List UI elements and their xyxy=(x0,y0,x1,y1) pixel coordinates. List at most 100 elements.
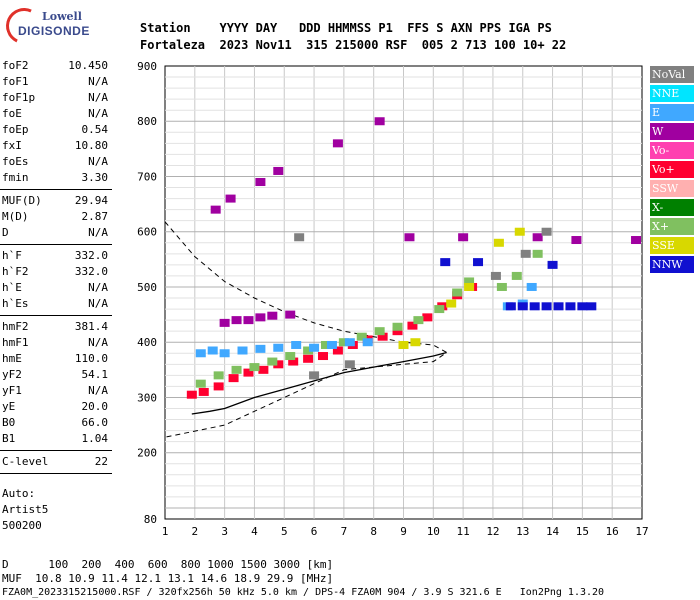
trace-point xyxy=(255,344,266,353)
x-tick-label: 3 xyxy=(221,525,228,538)
trace-point xyxy=(273,343,284,352)
param-row: fmin 3.30 xyxy=(0,170,112,186)
trace-point xyxy=(285,352,296,361)
param-value: 110.0 xyxy=(74,352,108,365)
param-name: h`Es xyxy=(2,297,29,310)
param-name: foE xyxy=(2,107,22,120)
header-line2: Fortaleza 2023 Nov11 315 215000 RSF 005 … xyxy=(140,38,567,52)
trace-point xyxy=(228,374,239,383)
y-tick-label: 400 xyxy=(137,336,157,349)
param-value: N/A xyxy=(88,75,108,88)
legend-entry: Vo- xyxy=(650,142,694,159)
x-tick-label: 4 xyxy=(251,525,258,538)
param-row: yE 20.0 xyxy=(0,399,112,415)
y-tick-label: 600 xyxy=(137,226,157,239)
trace-point xyxy=(237,346,248,355)
trace-point xyxy=(529,302,540,311)
trace-point xyxy=(273,166,284,175)
trace-point xyxy=(356,332,367,341)
trace-point xyxy=(398,340,409,349)
x-tick-label: 14 xyxy=(546,525,560,538)
param-value: 332.0 xyxy=(74,249,108,262)
param-row: hmF2 381.4 xyxy=(0,319,112,335)
trace-point xyxy=(422,313,433,322)
trace-series-w xyxy=(210,117,642,327)
param-value: N/A xyxy=(88,281,108,294)
legend: NoVal NNE E W Vo- Vo+ SSW X- X+ SSE NNW xyxy=(650,66,694,275)
param-value: 10.450 xyxy=(68,59,108,72)
legend-entry: X+ xyxy=(650,218,694,235)
trace-point xyxy=(586,302,597,311)
trace-point xyxy=(267,311,278,320)
x-tick-label: 6 xyxy=(311,525,318,538)
trace-point xyxy=(541,227,552,236)
trace-point xyxy=(511,271,522,280)
trace-point xyxy=(303,346,314,355)
trace-point xyxy=(374,117,385,126)
param-value: 20.0 xyxy=(81,400,109,413)
trace-series-nnw xyxy=(440,258,597,311)
trace-point xyxy=(338,338,349,347)
trace-point xyxy=(362,338,373,347)
param-row: D N/A xyxy=(0,225,112,241)
chart-grid xyxy=(164,65,643,520)
param-value: 381.4 xyxy=(74,320,108,333)
trace-series-x- xyxy=(195,249,543,388)
station-header: Station YYYY DAY DDD HHMMSS P1 FFS S AXN… xyxy=(140,20,566,54)
param-row: C-level 22 xyxy=(0,454,112,470)
header-line1: Station YYYY DAY DDD HHMMSS P1 FFS S AXN… xyxy=(140,21,552,35)
trace-point xyxy=(258,365,269,374)
x-tick-label: 10 xyxy=(427,525,440,538)
trace-point xyxy=(440,258,451,267)
trace-point xyxy=(255,178,266,187)
param-row: hmF1 N/A xyxy=(0,335,112,351)
x-tick-label: 11 xyxy=(457,525,470,538)
param-value: N/A xyxy=(88,336,108,349)
trace-point xyxy=(225,194,236,203)
param-name: D xyxy=(2,226,9,239)
trace-point xyxy=(520,249,531,258)
param-row: foF1p N/A xyxy=(0,90,112,106)
trace-point xyxy=(464,282,475,291)
param-row: foF2 10.450 xyxy=(0,58,112,74)
legend-entry: NoVal xyxy=(650,66,694,83)
trace-point xyxy=(490,271,501,280)
trace-point xyxy=(374,327,385,336)
logo-line1: Lowell xyxy=(42,10,82,23)
autoscaling-info: Auto: Artist5 500200 xyxy=(2,486,48,534)
trace-point xyxy=(404,233,415,242)
trace-point xyxy=(377,332,388,341)
trace-point xyxy=(526,282,537,291)
param-name: M(D) xyxy=(2,210,29,223)
trace-point xyxy=(392,322,403,331)
trace-point xyxy=(210,205,221,214)
param-value: 54.1 xyxy=(81,368,109,381)
tick-labels: 1 2 3 4 5 6 7 8 9 10 11 12 13 14 15 16 17802003004005006… xyxy=(137,60,649,538)
trace-point xyxy=(294,233,305,242)
trace-point xyxy=(571,236,582,245)
param-row: foEs N/A xyxy=(0,154,112,170)
y-tick-label: 900 xyxy=(137,60,157,73)
param-value: 66.0 xyxy=(81,416,109,429)
param-separator xyxy=(0,244,112,245)
trace-point xyxy=(267,357,278,366)
param-row: yF2 54.1 xyxy=(0,367,112,383)
legend-entry: Vo+ xyxy=(650,161,694,178)
x-tick-label: 5 xyxy=(281,525,288,538)
param-row: foEp 0.54 xyxy=(0,122,112,138)
param-value: 22 xyxy=(94,455,108,468)
param-name: foF2 xyxy=(2,59,29,72)
param-row: hmE 110.0 xyxy=(0,351,112,367)
trace-point xyxy=(464,277,475,286)
param-row: M(D) 2.87 xyxy=(0,209,112,225)
trace-point xyxy=(273,360,284,369)
param-value: 10.80 xyxy=(74,139,108,152)
legend-entry: W xyxy=(650,123,694,140)
footer-line2: MUF 10.8 10.9 11.4 12.1 13.1 14.6 18.9 2… xyxy=(2,572,334,585)
trace-series-noval xyxy=(294,227,552,380)
param-name: B0 xyxy=(2,416,16,429)
trace-point xyxy=(207,346,218,355)
param-name: MUF(D) xyxy=(2,194,42,207)
y-tick-label: 700 xyxy=(137,170,157,183)
param-name: foF1p xyxy=(2,91,36,104)
